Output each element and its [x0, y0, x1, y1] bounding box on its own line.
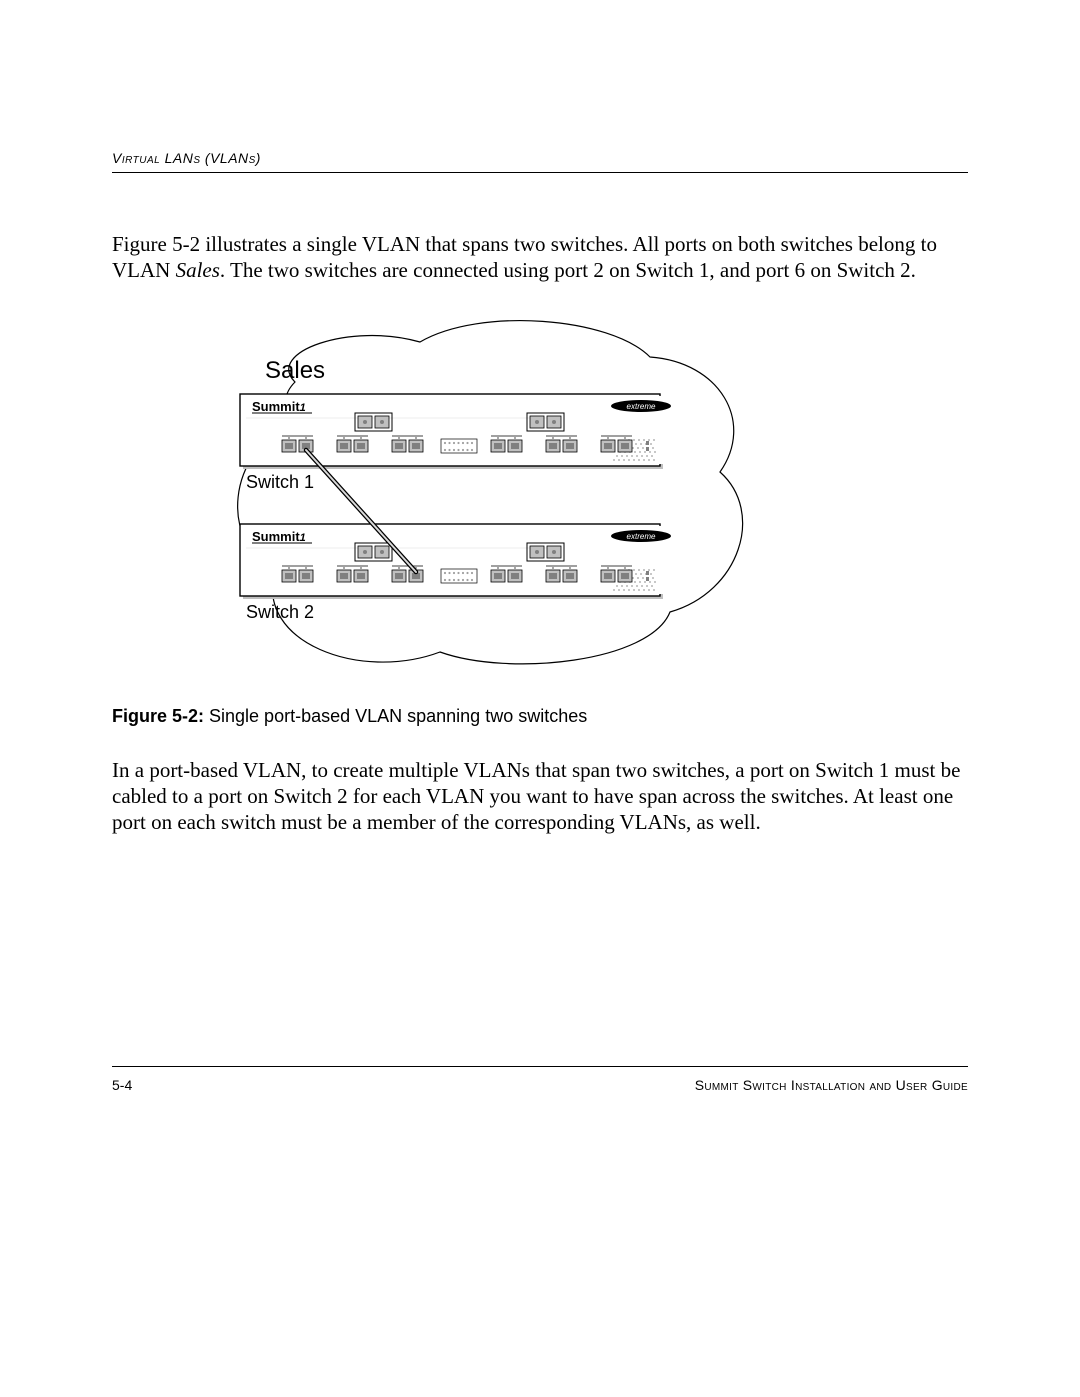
p1-ital: Sales: [176, 258, 220, 282]
figure-caption: Figure 5-2: Single port-based VLAN spann…: [112, 706, 968, 727]
caption-bold: Figure 5-2:: [112, 706, 204, 726]
svg-text:Summit1: Summit1: [252, 399, 306, 414]
svg-text:Summit1: Summit1: [252, 529, 306, 544]
svg-text:Switch 1: Switch 1: [246, 472, 314, 492]
figure-5-2: Sales Summit1 extreme Summit1 extreme Switch …: [210, 312, 770, 682]
page-number: 5-4: [112, 1077, 132, 1093]
guide-title: Summit Switch Installation and User Guid…: [695, 1077, 968, 1093]
svg-text:Sales: Sales: [265, 357, 325, 384]
svg-text:extreme: extreme: [627, 402, 656, 411]
page-footer: 5-4 Summit Switch Installation and User …: [112, 1066, 968, 1093]
caption-rest: Single port-based VLAN spanning two swit…: [204, 706, 587, 726]
svg-text:extreme: extreme: [627, 532, 656, 541]
header-rule: [112, 172, 968, 173]
vlan-diagram-svg: Sales Summit1 extreme Summit1 extreme Switch …: [210, 312, 770, 682]
running-head: Virtual LANs (VLANs): [112, 150, 968, 166]
intro-paragraph: Figure 5-2 illustrates a single VLAN tha…: [112, 231, 968, 284]
p1-b: . The two switches are connected using p…: [220, 258, 916, 282]
svg-text:Switch 2: Switch 2: [246, 602, 314, 622]
followup-paragraph: In a port-based VLAN, to create multiple…: [112, 757, 968, 836]
footer-rule: [112, 1066, 968, 1067]
